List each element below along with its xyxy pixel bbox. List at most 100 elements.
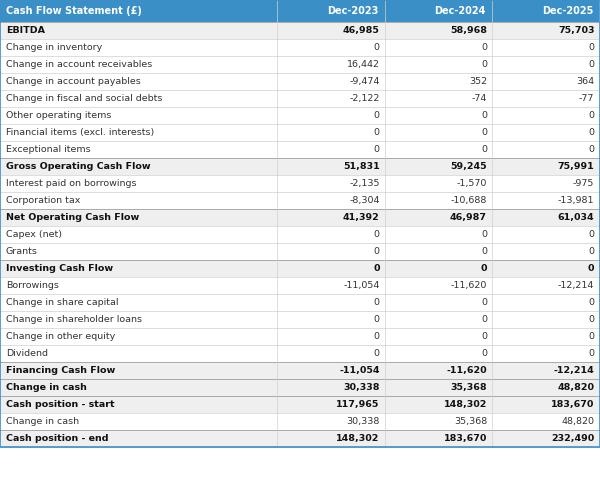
Bar [385,243,492,260]
Bar [277,175,385,192]
Text: 0: 0 [589,111,595,120]
Text: 75,703: 75,703 [558,26,595,35]
Bar [492,328,599,345]
Text: 35,368: 35,368 [454,417,487,426]
Text: -10,688: -10,688 [451,196,487,205]
Text: Other operating items: Other operating items [6,111,112,120]
Bar [385,73,492,90]
Bar [0,396,277,413]
Bar [385,362,492,379]
Text: Change in inventory: Change in inventory [6,43,102,52]
Bar [492,90,599,107]
Text: 148,302: 148,302 [336,434,380,443]
Bar [492,141,599,158]
Text: 0: 0 [481,264,487,273]
Text: 0: 0 [481,145,487,154]
Bar [385,209,492,226]
Text: -12,214: -12,214 [554,366,595,375]
Text: 0: 0 [589,247,595,256]
Bar [492,430,599,447]
Text: 0: 0 [589,230,595,239]
Text: Dividend: Dividend [6,349,48,358]
Text: -74: -74 [472,94,487,103]
Bar [277,39,385,56]
Bar [385,124,492,141]
Text: Dec-2023: Dec-2023 [327,6,379,16]
Text: 61,034: 61,034 [558,213,595,222]
Text: 16,442: 16,442 [347,60,380,69]
Bar [277,192,385,209]
Text: Capex (net): Capex (net) [6,230,62,239]
Text: Interest paid on borrowings: Interest paid on borrowings [6,179,137,188]
Bar [385,192,492,209]
Text: Exceptional items: Exceptional items [6,145,91,154]
Text: -2,135: -2,135 [349,179,380,188]
Bar [0,192,277,209]
Bar [385,158,492,175]
Bar [277,209,385,226]
Bar [277,56,385,73]
Bar [385,22,492,39]
Bar [492,277,599,294]
Text: 0: 0 [589,43,595,52]
Bar [492,362,599,379]
Bar [492,158,599,175]
Bar [277,345,385,362]
Text: -2,122: -2,122 [349,94,380,103]
Bar [277,0,385,22]
Bar [0,413,277,430]
Text: 48,820: 48,820 [562,417,595,426]
Bar [0,277,277,294]
Bar [0,141,277,158]
Text: 0: 0 [374,128,380,137]
Text: Change in shareholder loans: Change in shareholder loans [6,315,142,324]
Text: Investing Cash Flow: Investing Cash Flow [6,264,113,273]
Text: Change in share capital: Change in share capital [6,298,119,307]
Text: Change in cash: Change in cash [6,383,87,392]
Bar [0,379,277,396]
Text: -1,570: -1,570 [457,179,487,188]
Text: -77: -77 [579,94,595,103]
Text: 0: 0 [588,264,595,273]
Text: 35,368: 35,368 [451,383,487,392]
Text: -11,620: -11,620 [446,366,487,375]
Bar [492,175,599,192]
Bar [492,107,599,124]
Bar [385,141,492,158]
Bar [0,0,600,447]
Bar [492,260,599,277]
Text: 0: 0 [374,332,380,341]
Text: 46,985: 46,985 [343,26,380,35]
Bar [0,22,277,39]
Text: 59,245: 59,245 [451,162,487,171]
Bar [277,90,385,107]
Text: 0: 0 [589,349,595,358]
Text: Cash position - end: Cash position - end [6,434,109,443]
Bar [277,260,385,277]
Text: 0: 0 [374,298,380,307]
Text: 0: 0 [589,128,595,137]
Text: 75,991: 75,991 [557,162,595,171]
Bar [385,39,492,56]
Bar [0,260,277,277]
Bar [0,345,277,362]
Text: -9,474: -9,474 [349,77,380,86]
Text: Net Operating Cash Flow: Net Operating Cash Flow [6,213,139,222]
Text: 0: 0 [589,332,595,341]
Text: 0: 0 [589,145,595,154]
Bar [385,0,492,22]
Text: 0: 0 [481,298,487,307]
Bar [277,22,385,39]
Text: EBITDA: EBITDA [6,26,45,35]
Bar [385,328,492,345]
Bar [0,362,277,379]
Text: Dec-2025: Dec-2025 [542,6,593,16]
Bar [492,192,599,209]
Text: 0: 0 [374,230,380,239]
Bar [277,311,385,328]
Text: 0: 0 [589,60,595,69]
Text: 0: 0 [481,315,487,324]
Bar [277,226,385,243]
Bar [0,39,277,56]
Text: 364: 364 [576,77,595,86]
